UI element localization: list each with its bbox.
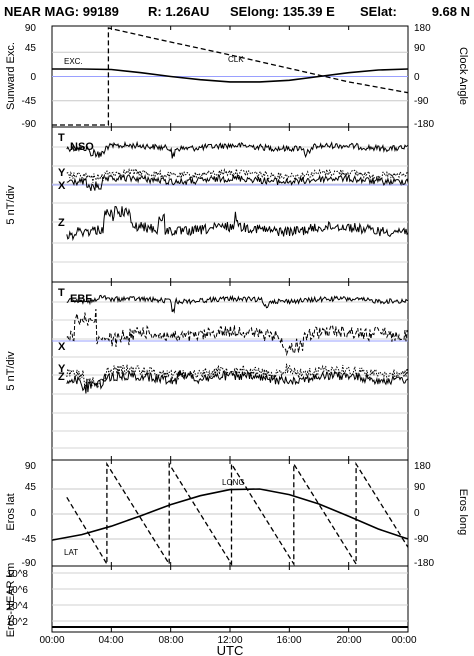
ebf-series-y-line bbox=[66, 363, 409, 389]
ebf-label-x: X bbox=[58, 341, 66, 353]
panel-distance: 10^8 10^6 10^4 10^2 Eros-NEAR km bbox=[5, 563, 408, 638]
ytick-right: -180 bbox=[414, 558, 434, 569]
panel-nso: 5 nT/div NSO T Y X Z bbox=[5, 132, 409, 263]
ytick-right: -90 bbox=[414, 534, 429, 545]
ebf-series-x-line bbox=[66, 308, 409, 357]
xtick-label: 00:00 bbox=[391, 635, 416, 646]
header-title: NEAR MAG: 99189 bbox=[4, 4, 119, 19]
ytick-left: -45 bbox=[22, 534, 37, 545]
panel-sunward-grid bbox=[52, 51, 408, 102]
panel-ebf: 5 nT/div EBF T X Y Z bbox=[5, 287, 409, 449]
ylabel-eros-long: Eros long bbox=[457, 489, 469, 535]
ytick-right: -180 bbox=[414, 119, 434, 130]
ebf-label-t: T bbox=[58, 287, 65, 299]
ylabel-nso: 5 nT/div bbox=[5, 185, 17, 225]
nso-series-z-line bbox=[66, 205, 409, 242]
panel-nso-grid bbox=[52, 146, 408, 263]
series-lat-line bbox=[51, 488, 409, 541]
nso-series-t-line bbox=[66, 140, 409, 159]
panel-eros: 90 45 0 -45 -90 180 90 0 -90 -180 Eros l… bbox=[5, 461, 469, 569]
panel-ebf-grid bbox=[52, 301, 408, 449]
ytick-left: 10^4 bbox=[7, 601, 29, 612]
ytick-right: 180 bbox=[414, 23, 431, 34]
ylabel-ebf: 5 nT/div bbox=[5, 351, 17, 391]
ylabel-distance: Eros-NEAR km bbox=[5, 563, 17, 638]
ebf-title: EBF bbox=[70, 293, 92, 305]
header-range: R: 1.26AU bbox=[148, 4, 209, 19]
ytick-left: 45 bbox=[25, 43, 37, 54]
ytick-left: 90 bbox=[25, 461, 37, 472]
nso-series-x-line bbox=[66, 173, 409, 192]
ylabel-sunward: Sunward Exc. bbox=[5, 42, 17, 110]
nso-label-t: T bbox=[58, 132, 65, 144]
ebf-series-t-line bbox=[66, 294, 409, 314]
ytick-right: -90 bbox=[414, 96, 429, 107]
header-selong: SElong: 135.39 E bbox=[230, 4, 335, 19]
ytick-right: 90 bbox=[414, 482, 426, 493]
nso-series-y-line bbox=[66, 167, 409, 183]
panel-sunward-yticks-left: 90 45 0 -45 -90 bbox=[22, 23, 37, 130]
ylabel-clock-angle: Clock Angle bbox=[457, 47, 469, 105]
ytick-right: 0 bbox=[414, 508, 420, 519]
series-exc-line bbox=[52, 68, 409, 83]
ebf-label-y: Y bbox=[58, 363, 66, 375]
ebf-label-z: Z bbox=[58, 371, 65, 383]
panel-sunward: 90 45 0 -45 -90 180 90 0 -90 -180 Sunwar… bbox=[5, 23, 469, 130]
series-clk-line bbox=[52, 27, 409, 126]
ytick-left: -45 bbox=[22, 96, 37, 107]
nso-label-x: X bbox=[58, 180, 66, 192]
header-selat-value: 9.68 N bbox=[432, 4, 470, 19]
panel-sunward-yticks-right: 180 90 0 -90 -180 bbox=[414, 23, 434, 130]
ytick-left: 90 bbox=[25, 23, 37, 34]
ytick-left: -90 bbox=[22, 119, 37, 130]
panel-eros-yticks-right: 180 90 0 -90 -180 bbox=[414, 461, 434, 569]
ytick-left: 10^6 bbox=[7, 585, 29, 596]
xtick-label: 00:00 bbox=[39, 635, 64, 646]
nso-label-z: Z bbox=[58, 217, 65, 229]
ytick-left: 0 bbox=[30, 508, 36, 519]
label-exc: EXC. bbox=[64, 57, 83, 66]
xtick-label: 08:00 bbox=[158, 635, 183, 646]
ytick-left: -90 bbox=[22, 558, 37, 569]
ytick-left: 10^2 bbox=[7, 617, 29, 628]
xtick-label: 20:00 bbox=[336, 635, 361, 646]
series-long-line bbox=[66, 461, 409, 567]
ytick-left: 0 bbox=[30, 72, 36, 83]
ytick-left: 45 bbox=[25, 482, 37, 493]
panel-eros-yticks-left: 90 45 0 -45 -90 bbox=[22, 461, 37, 569]
x-axis-label: UTC bbox=[217, 643, 244, 656]
label-clk: CLK bbox=[228, 55, 244, 64]
x-axis-ticks bbox=[51, 26, 409, 632]
ytick-right: 180 bbox=[414, 461, 431, 472]
xtick-label: 04:00 bbox=[98, 635, 123, 646]
xtick-label: 16:00 bbox=[276, 635, 301, 646]
panel-distance-yticks: 10^8 10^6 10^4 10^2 bbox=[7, 569, 29, 628]
ytick-right: 90 bbox=[414, 43, 426, 54]
panel-distance-grid bbox=[52, 572, 408, 622]
xtick-label: 12:00 bbox=[217, 635, 242, 646]
header-selat: SElat: bbox=[360, 4, 397, 19]
label-long: LONG bbox=[222, 478, 245, 487]
x-axis: 00:00 04:00 08:00 12:00 16:00 20:00 00:0… bbox=[39, 26, 417, 656]
ylabel-eros-lat: Eros lat bbox=[5, 493, 17, 530]
ytick-right: 0 bbox=[414, 72, 420, 83]
nso-label-y: Y bbox=[58, 167, 66, 179]
ebf-series-z-line bbox=[66, 369, 409, 394]
ytick-left: 10^8 bbox=[7, 569, 29, 580]
label-lat: LAT bbox=[64, 548, 78, 557]
